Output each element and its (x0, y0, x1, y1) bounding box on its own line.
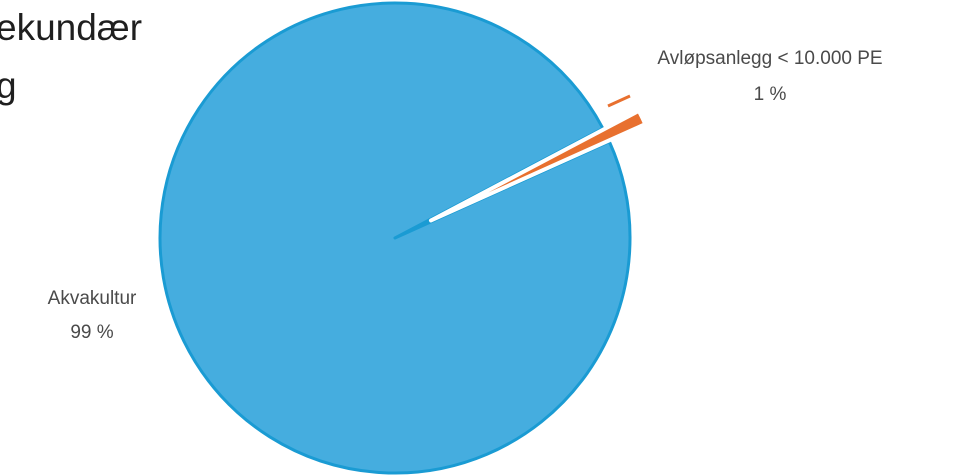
chart-title-line-1: ekundær (0, 7, 143, 48)
pie-slice-avløpsanlegg-10-000-pe (428, 108, 648, 223)
pie-slices (158, 1, 648, 475)
chart-title-line-2: g (0, 65, 17, 106)
label-leader-line (607, 94, 631, 108)
slice-label-name-akvakultur: Akvakultur (48, 288, 137, 309)
slice-label-value-avlopsanlegg: 1 % (754, 84, 787, 105)
pie-slice-akvakultur (158, 1, 632, 475)
slice-label-value-akvakultur: 99 % (70, 322, 113, 343)
slice-label-name-avlopsanlegg: Avløpsanlegg < 10.000 PE (657, 48, 882, 69)
